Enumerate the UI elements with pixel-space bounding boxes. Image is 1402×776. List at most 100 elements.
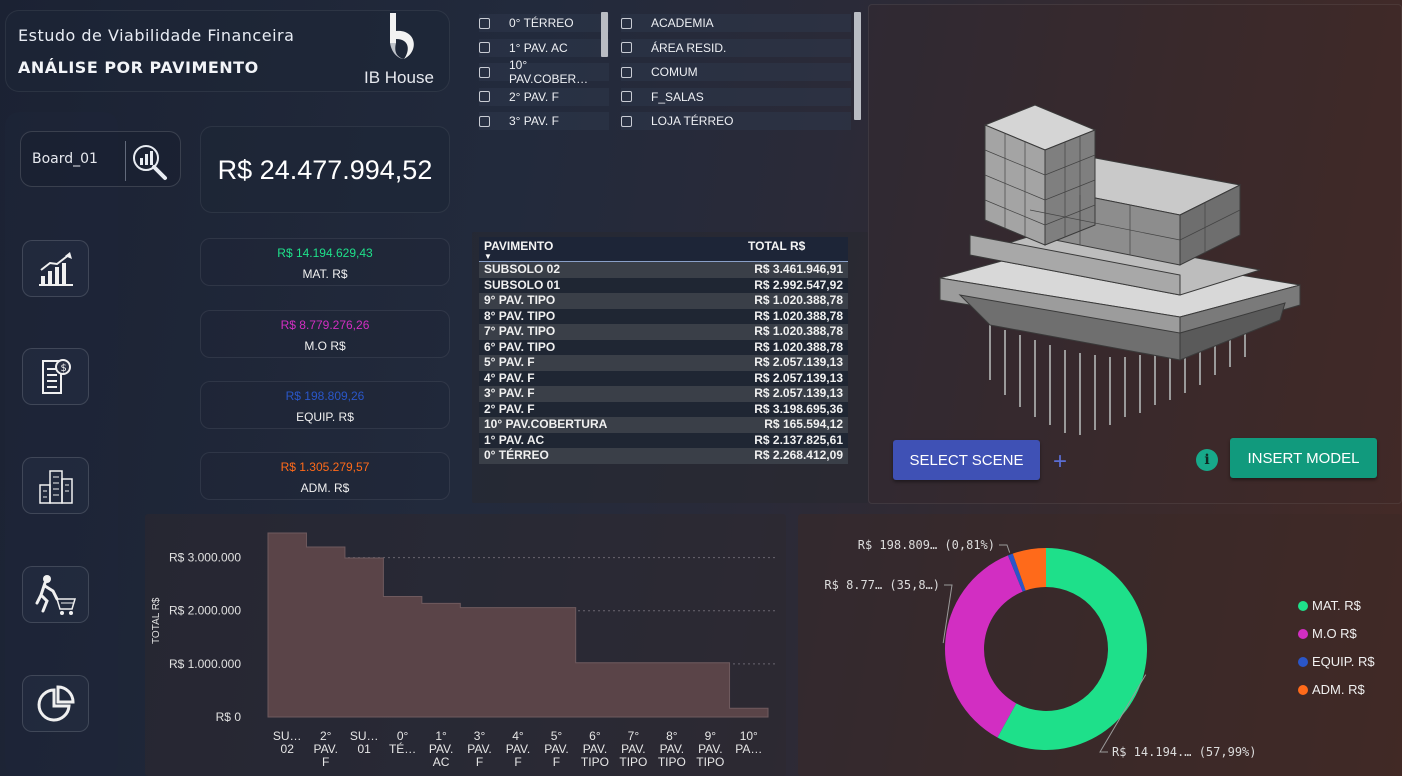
total-value: R$ 24.477.994,52: [217, 155, 433, 185]
table-row[interactable]: 7° PAV. TIPO R$ 1.020.388,78: [479, 324, 848, 340]
slicer-option[interactable]: COMUM: [621, 63, 851, 81]
sort-desc-icon: ▼: [484, 252, 492, 261]
column-header-pavimento[interactable]: PAVIMENTO: [484, 239, 554, 253]
slicer-option[interactable]: 0° TÉRREO: [479, 14, 609, 32]
legend-label: EQUIP. R$: [1312, 654, 1375, 669]
select-scene-button[interactable]: SELECT SCENE: [893, 440, 1040, 480]
insert-model-button[interactable]: INSERT MODEL: [1230, 438, 1377, 478]
checkbox[interactable]: [621, 17, 632, 29]
checkbox[interactable]: [479, 91, 490, 102]
slicer-pavimento-scrollbar[interactable]: [601, 12, 608, 57]
ib-house-logo-icon: [390, 13, 414, 59]
table-row[interactable]: 6° PAV. TIPO R$ 1.020.388,78: [479, 339, 848, 355]
area-point[interactable]: [383, 596, 421, 717]
area-point[interactable]: [614, 663, 652, 717]
table-row[interactable]: 0° TÉRREO R$ 2.268.412,09: [479, 448, 848, 464]
table-row[interactable]: SUBSOLO 02 R$ 3.461.946,91: [479, 262, 848, 278]
sidebar-item-invoice[interactable]: $: [22, 348, 89, 405]
area-point[interactable]: [653, 663, 691, 717]
cell-pavimento: 1° PAV. AC: [484, 432, 545, 447]
legend-dot: [1298, 628, 1308, 639]
plus-icon[interactable]: +: [1053, 448, 1068, 475]
slicer-option-label: ACADEMIA: [651, 16, 714, 30]
cell-total: R$ 3.198.695,36: [754, 401, 843, 416]
slicer-option[interactable]: 2° PAV. F: [479, 87, 609, 106]
legend-item[interactable]: MAT. R$: [1298, 598, 1361, 613]
checkbox[interactable]: [479, 115, 490, 127]
area-point[interactable]: [730, 708, 768, 717]
slicer-option[interactable]: 1° PAV. AC: [479, 38, 609, 57]
sidebar-item-shopping[interactable]: [22, 566, 89, 623]
checkbox[interactable]: [621, 91, 632, 102]
slicer-option[interactable]: 10° PAV.COBER…: [479, 58, 609, 86]
table-row[interactable]: 5° PAV. F R$ 2.057.139,13: [479, 355, 848, 371]
building-3d-model[interactable]: [930, 95, 1310, 440]
slicer-option-label: 2° PAV. F: [509, 89, 559, 104]
checkbox[interactable]: [479, 42, 490, 53]
table-row[interactable]: 10° PAV.COBERTURA R$ 165.594,12: [479, 417, 848, 433]
table-row[interactable]: 4° PAV. F R$ 2.057.139,13: [479, 370, 848, 386]
legend-item[interactable]: M.O R$: [1298, 626, 1357, 641]
area-point[interactable]: [422, 603, 460, 717]
sidebar-item-pie[interactable]: [22, 675, 89, 732]
area-point[interactable]: [306, 547, 344, 717]
brand-name: IB House: [364, 68, 434, 87]
kpi-adm-value: R$ 1.305.279,57: [280, 460, 370, 474]
buildings-icon: [38, 469, 73, 504]
cell-pavimento: 9° PAV. TIPO: [484, 293, 556, 307]
sidebar-item-growth[interactable]: [22, 240, 89, 297]
y-tick-label: R$ 1.000.000: [169, 657, 241, 671]
area-point[interactable]: [345, 558, 383, 717]
cell-total: R$ 2.268.412,09: [754, 448, 843, 462]
checkbox[interactable]: [621, 66, 632, 78]
leader-line: [942, 584, 953, 644]
donut-slice[interactable]: [1012, 548, 1046, 591]
x-tick-label: AC: [433, 755, 450, 769]
table-row[interactable]: 9° PAV. TIPO R$ 1.020.388,78: [479, 293, 848, 309]
x-tick-label: PAV.: [467, 742, 491, 756]
area-point[interactable]: [499, 608, 537, 717]
legend-item[interactable]: ADM. R$: [1298, 682, 1365, 697]
table-row[interactable]: 3° PAV. F R$ 2.057.139,13: [479, 386, 848, 402]
area-point[interactable]: [576, 663, 614, 717]
kpi-equip-value: R$ 198.809,26: [285, 389, 365, 403]
area-point[interactable]: [268, 533, 306, 717]
slicer-option-label: LOJA TÉRREO: [651, 114, 734, 128]
slicer-option[interactable]: LOJA TÉRREO: [621, 112, 851, 130]
checkbox[interactable]: [479, 17, 490, 29]
board-selector[interactable]: Board_01: [20, 131, 181, 187]
info-icon[interactable]: i: [1196, 449, 1218, 471]
checkbox[interactable]: [479, 66, 490, 78]
slicer-area-scrollbar[interactable]: [854, 12, 861, 120]
donut-slice[interactable]: [1007, 553, 1026, 592]
sidebar-item-buildings[interactable]: [22, 457, 89, 514]
slicer-option-label: 0° TÉRREO: [509, 16, 574, 30]
legend-item[interactable]: EQUIP. R$: [1298, 654, 1375, 669]
x-tick-label: 6°: [589, 729, 601, 743]
column-header-total[interactable]: TOTAL R$: [748, 239, 806, 253]
kpi-mo: R$ 8.779.276,26 M.O R$: [200, 310, 450, 358]
x-tick-label: TIPO: [696, 755, 724, 769]
x-tick-label: 1°: [435, 729, 447, 743]
donut-slice[interactable]: [997, 548, 1147, 750]
pie-chart-icon: [37, 684, 75, 721]
table-row[interactable]: 2° PAV. F R$ 3.198.695,36: [479, 401, 848, 417]
slicer-option[interactable]: ÁREA RESID.: [621, 38, 851, 57]
slicer-option[interactable]: 3° PAV. F: [479, 112, 609, 130]
table-row[interactable]: 1° PAV. AC R$ 2.137.825,61: [479, 432, 848, 448]
cell-pavimento: 5° PAV. F: [484, 355, 535, 369]
total-kpi-card: R$ 24.477.994,52: [200, 126, 450, 213]
area-point[interactable]: [537, 608, 575, 717]
x-tick-label: F: [553, 755, 560, 769]
donut-chart: R$ 14.194.… (57,99%) R$ 8.77… (35,8…) R$ 1…: [824, 538, 1256, 759]
checkbox[interactable]: [621, 42, 632, 53]
donut-slice[interactable]: [945, 555, 1023, 738]
slicer-option[interactable]: ACADEMIA: [621, 14, 851, 32]
table-row[interactable]: 8° PAV. TIPO R$ 1.020.388,78: [479, 308, 848, 324]
slicer-option[interactable]: F_SALAS: [621, 87, 851, 106]
area-point[interactable]: [691, 663, 729, 717]
table-row[interactable]: SUBSOLO 01 R$ 2.992.547,92: [479, 277, 848, 293]
checkbox[interactable]: [621, 115, 632, 127]
area-point[interactable]: [460, 608, 498, 717]
search-chart-icon[interactable]: [125, 138, 173, 184]
